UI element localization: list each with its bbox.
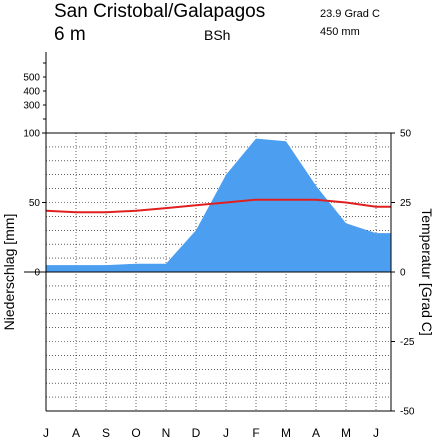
right-axis-label: Temperatur [Grad C] — [419, 208, 433, 336]
right-tick-label: 50 — [400, 129, 412, 140]
left-tick-label-compressed: 300 — [23, 101, 40, 112]
temperature-series — [45, 198, 391, 214]
month-label: A — [72, 426, 80, 440]
annual-temperature: 23.9 Grad C — [320, 8, 380, 20]
right-tick-label: 0 — [400, 268, 406, 279]
month-label: A — [312, 426, 320, 440]
left-axis-label: Niederschlag [mm] — [1, 214, 17, 331]
right-tick-label: -50 — [400, 407, 415, 418]
right-tick-label: 25 — [400, 198, 412, 209]
left-tick-label: 0 — [34, 268, 40, 279]
annual-precipitation: 450 mm — [320, 26, 360, 38]
month-label: J — [223, 426, 229, 440]
left-tick-label: 50 — [29, 198, 41, 209]
month-label: M — [281, 426, 291, 440]
station-elevation: 6 m — [54, 24, 86, 45]
left-tick-label-compressed: 400 — [23, 87, 40, 98]
grid-lines — [45, 132, 391, 412]
month-label: F — [252, 426, 259, 440]
precipitation-series — [45, 138, 391, 272]
month-label: D — [192, 426, 201, 440]
left-tick-label-compressed: 500 — [23, 73, 40, 84]
axis-ticks: 0 50 100 300 400 500 50 25 0 -25 -50 J A S O N D J F M A M J — [23, 62, 415, 440]
climate-class: BSh — [204, 27, 230, 43]
month-label: J — [43, 426, 49, 440]
right-tick-label: -25 — [400, 337, 415, 348]
month-label: S — [102, 426, 110, 440]
month-label: N — [162, 426, 171, 440]
month-label: O — [131, 426, 140, 440]
precipitation-area — [46, 138, 391, 272]
month-label: M — [341, 426, 351, 440]
station-name: San Cristobal/Galapagos — [54, 1, 265, 22]
left-tick-label: 100 — [23, 129, 40, 140]
month-label: J — [373, 426, 379, 440]
